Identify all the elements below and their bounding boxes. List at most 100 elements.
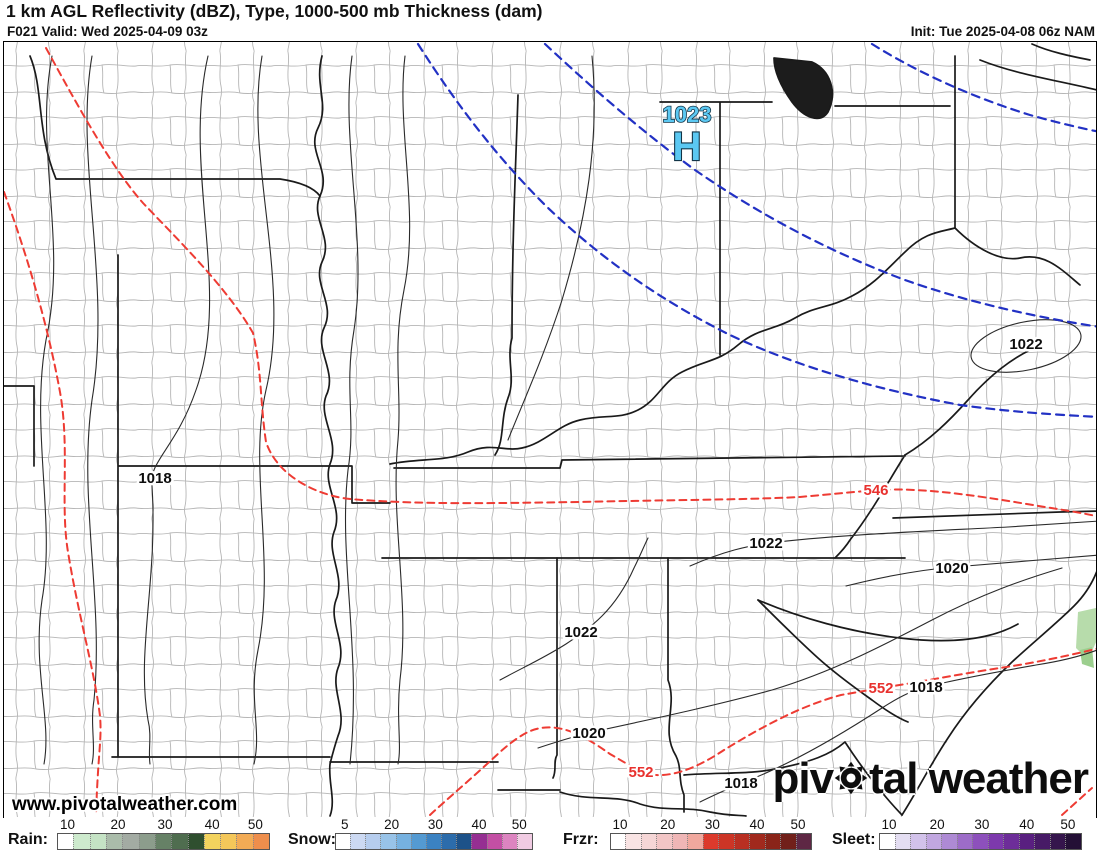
logo-text-weather: weather [917,754,1089,803]
state-borders-layer [4,43,1096,817]
legend-color-cell [456,834,472,849]
legend-color-cell [733,834,750,849]
legend-color-cell [236,834,253,849]
legend-ticks-rain: 10 20 30 40 50 [57,817,268,832]
legend-tick-label: 40 [204,817,220,832]
high-pressure-marker: 1023 H [662,101,713,170]
legend-tick-label: 10 [612,817,628,832]
legend-tick-label: 20 [384,817,400,832]
legend-color-cell [1065,834,1081,849]
precip-type-legend: Rain: 10 20 30 40 50 Snow: 5 20 30 40 50 Frzr: 1… [0,817,1100,850]
legend-colorbar-rain [57,833,270,850]
legend-color-cell [1003,834,1019,849]
legend-color-cell [894,834,911,849]
legend-label-sleet: Sleet: [832,831,876,848]
legend-color-cell [252,834,270,849]
legend-color-cell [941,834,957,849]
logo-text-piv: piv [772,754,835,803]
pressure-contour-label: 1022 [564,624,597,641]
forecast-valid-time: F021 Valid: Wed 2025-04-09 03z [7,24,208,39]
legend-tick-label: 20 [110,817,126,832]
thickness-contour-label: 552 [868,680,893,697]
legend-color-cell [1049,834,1066,849]
legend-tick-label: 20 [660,817,676,832]
legend-tick-label: 10 [60,817,76,832]
weather-map: 1018 1022 1022 1020 1022 1020 1018 1018 546 552 5… [3,41,1097,819]
legend-color-cell [171,834,188,849]
legend-color-cell [764,834,781,849]
pressure-contours-layer [38,55,1096,803]
legend-color-cell [910,834,926,849]
legend-color-cell [58,834,74,849]
legend-color-cell [1034,834,1050,849]
legend-ticks-frzr: 10 20 30 40 50 [610,817,810,832]
pressure-contour-label: 1020 [935,560,968,577]
legend-tick-label: 30 [157,817,173,832]
legend-tick-label: 50 [790,817,806,832]
legend-ticks-snow: 5 20 30 40 50 [335,817,531,832]
high-pressure-symbol: H [673,125,702,169]
legend-tick-label: 5 [341,817,349,832]
legend-color-cell [187,834,204,849]
legend-color-cell [671,834,688,849]
map-title: 1 km AGL Reflectivity (dBZ), Type, 1000-… [6,1,543,21]
thickness-labels-group: 546 552 552 [626,480,896,784]
legend-color-cell [702,834,719,849]
legend-color-cell [925,834,942,849]
legend-color-cell [880,834,895,849]
legend-color-cell [441,834,457,849]
legend-ticks-sleet: 10 20 30 40 50 [879,817,1080,832]
legend-color-cell [656,834,672,849]
legend-color-cell [203,834,221,849]
legend-color-cell [410,834,426,849]
legend-color-cell [501,834,517,849]
legend-color-cell [350,834,366,849]
legend-color-cell [718,834,734,849]
legend-tick-label: 50 [511,817,527,832]
legend-tick-label: 40 [471,817,487,832]
watermark-url: www.pivotalweather.com [12,794,238,815]
legend-color-cell [220,834,237,849]
legend-color-cell [425,834,442,849]
legend-color-cell [987,834,1004,849]
logo-text-tal: tal [869,754,918,803]
legend-tick-label: 50 [1060,817,1076,832]
pressure-contour-label: 1018 [138,470,171,487]
legend-color-cell [105,834,123,849]
legend-color-cell [138,834,155,849]
legend-tick-label: 40 [1019,817,1035,832]
legend-label-rain: Rain: [8,831,48,848]
legend-color-cell [625,834,641,849]
legend-color-cell [972,834,988,849]
legend-colorbar-snow [335,833,533,850]
legend-label-frzr: Frzr: [563,831,599,848]
pressure-contour-label: 1020 [572,725,605,742]
legend-color-cell [516,834,533,849]
pressure-contour-label: 1022 [1009,336,1042,353]
legend-color-cell [749,834,765,849]
pivotal-weather-logo: piv tal weather [772,754,1089,804]
legend-tick-label: 50 [247,817,263,832]
legend-colorbar-sleet [879,833,1082,850]
legend-colorbar-frzr [610,833,812,850]
legend-color-cell [122,834,139,849]
legend-label-snow: Snow: [288,831,336,848]
legend-color-cell [780,834,796,849]
legend-color-cell [395,834,411,849]
legend-color-cell [365,834,381,849]
legend-color-cell [956,834,973,849]
pressure-contour-label: 1022 [749,535,782,552]
legend-color-cell [154,834,172,849]
pressure-labels-group: 1018 1022 1022 1020 1022 1020 1018 1018 [136,334,1045,795]
legend-color-cell [1018,834,1035,849]
thickness-contour-label: 546 [863,482,888,499]
model-init-time: Init: Tue 2025-04-08 06z NAM [910,24,1095,39]
pressure-contour-label: 1018 [724,775,757,792]
legend-color-cell [471,834,487,849]
legend-color-cell [486,834,502,849]
legend-color-cell [687,834,703,849]
high-pressure-value: 1023 [663,102,712,127]
legend-color-cell [795,834,812,849]
legend-color-cell [89,834,106,849]
